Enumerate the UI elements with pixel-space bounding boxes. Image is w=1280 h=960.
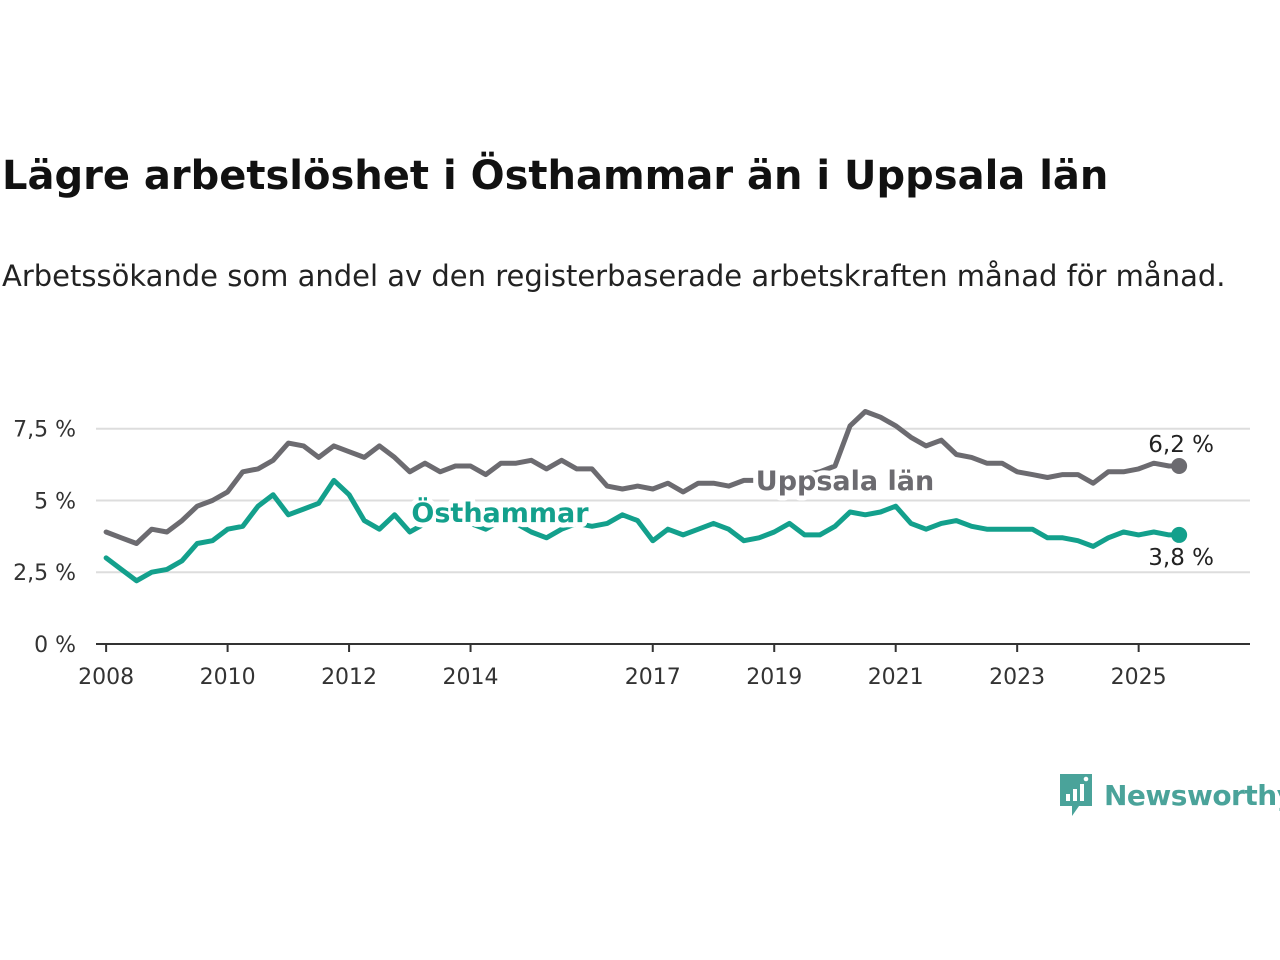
- end-point-osthammar: [1171, 526, 1188, 543]
- y-tick-label: 5 %: [34, 489, 76, 514]
- x-axis-ticks: 2008 2010 2012 2014 2017 2019 2021 2023 2025: [78, 644, 1167, 690]
- y-axis-ticks: 0 % 2,5 % 5 % 7,5 %: [13, 418, 76, 658]
- line-chart: 0 % 2,5 % 5 % 7,5 % 2008 2010 2012 2014 2017 201…: [13, 409, 1250, 690]
- x-tick-label: 2021: [868, 665, 924, 690]
- x-tick-label: 2017: [625, 665, 681, 690]
- series-name-label-osthammar: Östhammar: [411, 496, 589, 529]
- y-tick-label: 7,5 %: [13, 418, 76, 443]
- x-tick-label: 2014: [443, 665, 499, 690]
- chart-title: Lägre arbetslöshet i Östhammar än i Upps…: [2, 153, 1109, 199]
- end-point-uppsala-lan: [1171, 458, 1188, 475]
- series-name-label-uppsala-lan: Uppsala län: [756, 466, 934, 497]
- newsworthy-logo: Newsworthy: [1058, 772, 1280, 818]
- x-tick-label: 2019: [746, 665, 802, 690]
- y-tick-label: 0 %: [34, 633, 76, 658]
- series-labels: 6,2 % 3,8 % Uppsala län Östhammar: [406, 429, 1217, 574]
- gridlines: [96, 427, 1250, 574]
- x-tick-label: 2008: [78, 665, 134, 690]
- series-line-uppsala-lan: [103, 409, 1182, 546]
- brand-name: Newsworthy: [1104, 778, 1280, 812]
- chart-subtitle: Arbetssökande som andel av den registerb…: [2, 259, 1226, 293]
- y-tick-label: 2,5 %: [13, 561, 76, 586]
- end-value-label-osthammar: 3,8 %: [1148, 545, 1214, 571]
- series-lines: [103, 409, 1188, 584]
- x-tick-label: 2012: [321, 665, 377, 690]
- end-value-label-uppsala-lan: 6,2 %: [1148, 432, 1214, 458]
- series-line-osthammar: [103, 477, 1182, 584]
- x-tick-label: 2025: [1111, 665, 1167, 690]
- x-tick-label: 2010: [200, 665, 256, 690]
- x-tick-label: 2023: [989, 665, 1045, 690]
- bar-chart-speech-bubble-icon: [1060, 774, 1092, 816]
